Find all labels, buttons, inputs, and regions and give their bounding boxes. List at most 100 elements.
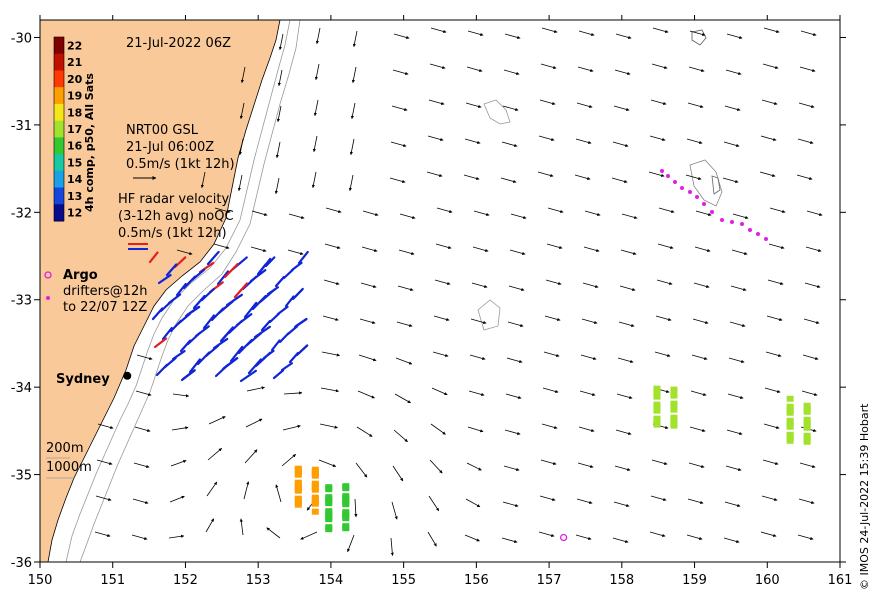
drifter-point	[673, 180, 677, 184]
argo-legend-marker	[44, 271, 52, 279]
gsl-arrow	[508, 285, 525, 291]
hf-radar-vector-blue	[180, 369, 196, 382]
drifter-point	[748, 228, 752, 232]
colorbar-tick-label: 20	[67, 73, 83, 86]
hf-radar-vector-blue	[161, 326, 173, 341]
gsl-arrow	[765, 351, 782, 357]
gsl-arrow	[465, 498, 481, 508]
hf-radar-vector-blue	[297, 250, 309, 265]
gsl-arrow	[579, 390, 596, 396]
gsl-arrow	[545, 279, 562, 285]
gsl-arrow	[464, 534, 480, 542]
x-tick-label: 157	[537, 573, 562, 588]
hf-radar-vectors	[148, 250, 309, 383]
sst-patch-green-small	[325, 494, 333, 501]
colorbar-segment	[54, 120, 64, 138]
gsl-arrow	[96, 459, 113, 465]
gsl-arrow	[723, 141, 740, 147]
gsl-arrow	[395, 357, 413, 365]
gsl-arrow	[798, 498, 815, 504]
sst-patch-yellow-west	[294, 465, 302, 472]
gsl-arrow	[726, 33, 743, 39]
gsl-arrow	[314, 63, 320, 81]
gsl-arrow	[430, 27, 447, 33]
gsl-arrow	[393, 33, 410, 39]
hf-radar-vector-blue	[169, 319, 182, 333]
gsl-arrow	[360, 282, 377, 288]
sst-patch-yellow-west	[311, 494, 319, 501]
sst-patches	[294, 385, 811, 533]
gsl-arrow	[435, 243, 452, 249]
x-tick-label: 158	[609, 573, 634, 588]
colorbar-tick-label: 16	[67, 140, 83, 153]
x-tick-label: 150	[28, 573, 53, 588]
gsl-arrow	[540, 63, 557, 69]
hf-radar-vector-blue	[217, 300, 234, 315]
gsl-arrow	[501, 537, 518, 543]
gsl-arrow	[205, 518, 215, 533]
gsl-arrow	[583, 246, 600, 252]
gsl-arrow	[760, 531, 777, 537]
gsl-arrow	[473, 210, 490, 216]
gsl-arrow	[729, 321, 746, 327]
gsl-arrow	[761, 99, 778, 105]
gsl-arrow	[391, 501, 398, 520]
gsl-arrow	[574, 174, 591, 180]
gsl-arrow	[394, 393, 411, 404]
gsl-arrow	[135, 390, 152, 396]
hf-radar-vector-red	[153, 337, 168, 349]
gsl-arrow	[392, 69, 409, 75]
gsl-arrow	[427, 135, 444, 141]
gsl-arrow	[356, 426, 373, 437]
gsl-arrow	[767, 279, 784, 285]
gsl-arrow	[510, 213, 527, 219]
hf-radar-vector-red	[148, 251, 159, 264]
colorbar-segment	[54, 137, 64, 155]
gsl-arrow	[546, 243, 563, 249]
gsl-arrow	[725, 465, 742, 471]
colorbar-frame	[53, 36, 65, 222]
hf-radar-vector-blue	[276, 305, 289, 316]
sydney-marker	[123, 371, 132, 380]
drifter-legend-line1: drifters@12h	[63, 284, 148, 299]
gsl-arrow	[539, 495, 556, 501]
gsl-arrow	[206, 481, 218, 497]
gsl-legend-line2: 21-Jul 06:00Z	[126, 140, 215, 155]
y-tick-label: -33	[11, 294, 32, 309]
gsl-arrow	[762, 459, 779, 465]
y-tick-label: -35	[11, 469, 32, 484]
hf-radar-vector-blue	[188, 358, 202, 374]
gsl-arrow	[799, 66, 816, 72]
isobath-label-1000m: 1000m	[46, 460, 92, 475]
gsl-arrow	[471, 282, 488, 288]
drifter-point	[660, 169, 664, 173]
gsl-arrow	[501, 141, 518, 147]
gsl-arrow	[802, 354, 819, 360]
gsl-arrow	[321, 351, 340, 357]
gsl-arrow	[311, 171, 317, 189]
gsl-arrow	[171, 426, 189, 431]
isobath-label-200m: 200m	[46, 441, 84, 456]
gsl-arrow	[133, 462, 150, 468]
gsl-arrow	[390, 537, 394, 556]
sst-patch-mid	[653, 401, 661, 408]
colorbar-tick-label: 22	[67, 39, 82, 52]
gsl-arrow	[397, 285, 414, 291]
gsl-arrow	[649, 135, 666, 141]
gsl-arrow	[245, 418, 263, 428]
gsl-arrow	[275, 484, 282, 503]
hf-radar-vector-blue	[155, 363, 168, 377]
gsl-arrow	[266, 527, 281, 539]
gsl-arrow	[649, 531, 666, 537]
sst-patch-east	[803, 402, 811, 409]
sst-patch-east	[803, 432, 811, 439]
gsl-arrow	[469, 354, 486, 360]
gsl-arrow	[323, 279, 340, 285]
gsl-arrow	[796, 174, 813, 180]
gsl-arrow	[278, 33, 284, 51]
gsl-arrow	[759, 171, 776, 177]
hf-radar-vector-blue	[175, 282, 187, 297]
map-frame	[39, 19, 841, 563]
gsl-arrow	[466, 462, 482, 471]
